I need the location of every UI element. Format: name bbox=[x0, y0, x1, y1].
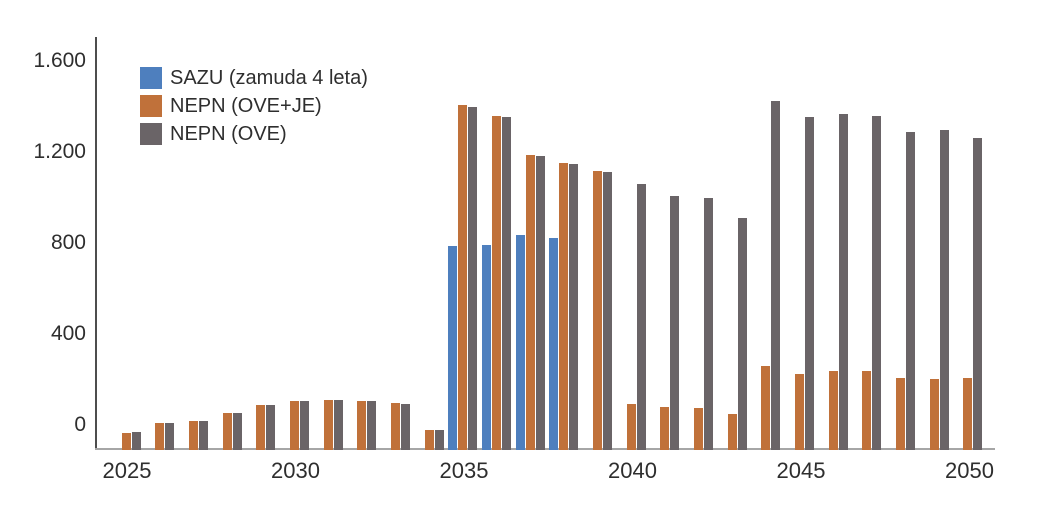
bar-2029-series-1 bbox=[256, 405, 265, 450]
x-tick-label-2035: 2035 bbox=[439, 458, 489, 483]
bar-2036-series-0 bbox=[482, 245, 491, 450]
bar-2044-series-1 bbox=[761, 366, 770, 450]
bar-2025-series-2 bbox=[132, 432, 141, 450]
bar-2039-series-2 bbox=[603, 172, 612, 450]
bar-2045-series-2 bbox=[805, 117, 814, 450]
bar-2046-series-1 bbox=[829, 371, 838, 450]
x-axis-line bbox=[95, 448, 995, 450]
bar-2048-series-1 bbox=[896, 378, 905, 450]
bar-2044-series-2 bbox=[771, 101, 780, 450]
bar-2050-series-1 bbox=[963, 378, 972, 450]
bar-2034-series-1 bbox=[425, 430, 434, 450]
bar-2041-series-1 bbox=[660, 407, 669, 450]
y-tick-label-800: 800 bbox=[50, 231, 86, 254]
bar-2034-series-2 bbox=[435, 430, 444, 450]
bar-2029-series-2 bbox=[266, 405, 275, 450]
x-tick-label-2050: 2050 bbox=[945, 458, 994, 483]
bar-2037-series-1 bbox=[526, 155, 535, 450]
bar-2049-series-2 bbox=[940, 130, 949, 450]
x-tick-label-2040: 2040 bbox=[608, 458, 657, 483]
bar-2035-series-1 bbox=[458, 105, 467, 450]
x-tick-label-2030: 2030 bbox=[271, 458, 320, 483]
bar-2042-series-1 bbox=[694, 408, 703, 450]
bar-2036-series-2 bbox=[502, 117, 511, 450]
legend-label: NEPN (OVE) bbox=[170, 123, 287, 145]
bar-2033-series-1 bbox=[391, 403, 400, 450]
bar-2025-series-1 bbox=[122, 433, 131, 450]
bar-2041-series-2 bbox=[670, 196, 679, 450]
bar-2050-series-2 bbox=[973, 138, 982, 450]
legend-item: SAZU (zamuda 4 leta) bbox=[140, 67, 368, 89]
bar-2027-series-2 bbox=[199, 421, 208, 450]
bar-2049-series-1 bbox=[930, 379, 939, 450]
bar-2038-series-1 bbox=[559, 163, 568, 450]
bar-2031-series-1 bbox=[324, 400, 333, 450]
y-tick-label-1200: 1.200 bbox=[33, 140, 86, 163]
bar-2037-series-2 bbox=[536, 156, 545, 450]
bar-2026-series-2 bbox=[165, 423, 174, 450]
bar-2040-series-1 bbox=[627, 404, 636, 450]
bar-2035-series-0 bbox=[448, 246, 457, 450]
bar-2038-series-0 bbox=[549, 238, 558, 450]
legend-label: NEPN (OVE+JE) bbox=[170, 95, 322, 117]
bar-2047-series-1 bbox=[862, 371, 871, 450]
bar-2035-series-2 bbox=[468, 107, 477, 450]
legend-label: SAZU (zamuda 4 leta) bbox=[170, 67, 368, 89]
legend-swatch bbox=[140, 123, 162, 145]
y-tick-label-400: 400 bbox=[50, 322, 86, 345]
bar-2028-series-1 bbox=[223, 413, 232, 450]
bar-2045-series-1 bbox=[795, 374, 804, 450]
legend-swatch bbox=[140, 67, 162, 89]
bar-2048-series-2 bbox=[906, 132, 915, 450]
y-tick-label-1600: 1.600 bbox=[33, 49, 86, 72]
bar-2036-series-1 bbox=[492, 116, 501, 450]
bar-2037-series-0 bbox=[516, 235, 525, 450]
bar-2047-series-2 bbox=[872, 116, 881, 450]
bar-2043-series-1 bbox=[728, 414, 737, 450]
legend-item: NEPN (OVE+JE) bbox=[140, 95, 368, 117]
bar-2028-series-2 bbox=[233, 413, 242, 450]
bar-2027-series-1 bbox=[189, 421, 198, 450]
bar-2038-series-2 bbox=[569, 164, 578, 450]
bar-2042-series-2 bbox=[704, 198, 713, 450]
bar-2040-series-2 bbox=[637, 184, 646, 450]
legend: SAZU (zamuda 4 leta) NEPN (OVE+JE) NEPN … bbox=[140, 67, 368, 151]
legend-swatch bbox=[140, 95, 162, 117]
bar-2032-series-1 bbox=[357, 401, 366, 450]
bar-2046-series-2 bbox=[839, 114, 848, 450]
bar-2030-series-2 bbox=[300, 401, 309, 450]
y-axis-line bbox=[95, 37, 97, 450]
x-tick-label-2045: 2045 bbox=[776, 458, 826, 483]
bar-2030-series-1 bbox=[290, 401, 299, 450]
bar-2043-series-2 bbox=[738, 218, 747, 450]
x-tick-label-2025: 2025 bbox=[102, 458, 152, 483]
bar-2033-series-2 bbox=[401, 404, 410, 450]
y-tick-label-0: 0 bbox=[74, 413, 86, 436]
bar-2031-series-2 bbox=[334, 400, 343, 450]
bar-2026-series-1 bbox=[155, 423, 164, 450]
bar-2032-series-2 bbox=[367, 401, 376, 450]
legend-item: NEPN (OVE) bbox=[140, 123, 368, 145]
bar-2039-series-1 bbox=[593, 171, 602, 450]
